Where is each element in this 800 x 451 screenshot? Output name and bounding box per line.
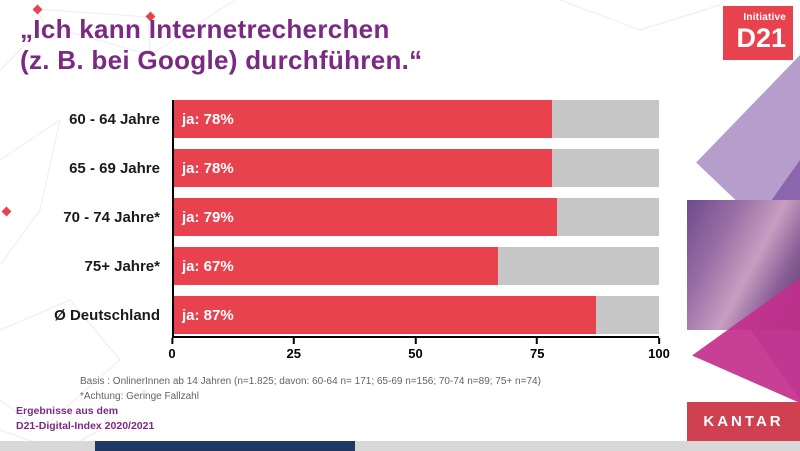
page-title: „Ich kann Internetrecherchen (z. B. bei … — [20, 14, 422, 75]
title-line-1: „Ich kann Internetrecherchen — [20, 14, 390, 44]
x-tick: 0 — [168, 338, 176, 361]
tick-mark — [657, 338, 660, 344]
title-line-2: (z. B. bei Google) durchführen.“ — [20, 44, 423, 75]
red-diamond-icon — [32, 4, 43, 15]
tick-mark — [292, 338, 295, 344]
logo-initiative-text: Initiative — [743, 12, 786, 23]
bar-chart: 60 - 64 Jahre ja: 78% 65 - 69 Jahre ja: 78%… — [12, 100, 670, 364]
bar-fill: ja: 79% — [172, 198, 557, 236]
bar-track: ja: 67% — [172, 247, 659, 285]
bar-value-label: ja: 78% — [182, 159, 234, 177]
source-line-1: Ergebnisse aus dem — [16, 405, 119, 417]
taskbar-fragment — [95, 441, 355, 451]
logo-d21-text: D21 — [736, 23, 786, 53]
footnote: Basis : OnlinerInnen ab 14 Jahren (n=1.8… — [80, 374, 541, 404]
initiative-d21-logo: Initiative D21 — [723, 6, 793, 60]
bar-track: ja: 78% — [172, 100, 659, 138]
tick-label: 100 — [648, 346, 670, 361]
x-tick: 25 — [287, 338, 301, 361]
category-label: 65 - 69 Jahre — [69, 159, 160, 177]
bar-track: ja: 87% — [172, 296, 659, 334]
y-axis-line — [172, 100, 174, 338]
window-edge-strip — [0, 441, 800, 451]
tick-label: 0 — [168, 346, 176, 361]
decorative-magenta-polygon — [692, 278, 800, 403]
category-label: 70 - 74 Jahre* — [63, 208, 160, 226]
kantar-logo-text: KANTAR — [703, 413, 784, 430]
category-label: 75+ Jahre* — [84, 257, 160, 275]
bar-fill: ja: 67% — [172, 247, 499, 285]
tick-mark — [170, 338, 173, 344]
category-label: Ø Deutschland — [54, 306, 160, 324]
x-tick: 50 — [408, 338, 423, 361]
decorative-photo — [687, 200, 800, 330]
red-diamond-icon — [1, 206, 12, 217]
tick-label: 50 — [408, 346, 423, 361]
x-ticks: 0 25 50 75 100 — [168, 338, 670, 364]
bar-fill: ja: 87% — [172, 296, 596, 334]
bar-value-label: ja: 78% — [182, 110, 234, 128]
bar-value-label: ja: 87% — [182, 306, 234, 324]
bar-track: ja: 79% — [172, 198, 659, 236]
decorative-purple-polygon — [696, 55, 800, 262]
source-line-2: D21-Digital-Index 2020/2021 — [16, 420, 155, 433]
tick-label: 25 — [286, 346, 301, 361]
bar-value-label: ja: 67% — [182, 257, 234, 275]
footnote-line-1: Basis : OnlinerInnen ab 14 Jahren (n=1.8… — [80, 376, 541, 387]
bar-fill: ja: 78% — [172, 100, 552, 138]
tick-mark — [414, 338, 417, 344]
x-tick: 75 — [530, 338, 544, 361]
tick-label: 75 — [530, 346, 545, 361]
source-note: Ergebnisse aus dem D21-Digital-Index 202… — [16, 404, 154, 434]
footnote-line-2: *Achtung: Geringe Fallzahl — [80, 391, 199, 402]
bar-value-label: ja: 79% — [182, 208, 234, 226]
category-label: 60 - 64 Jahre — [69, 110, 160, 128]
x-axis: 0 25 50 75 100 — [168, 336, 670, 364]
x-tick: 100 — [648, 338, 670, 361]
kantar-logo: KANTAR — [687, 402, 800, 441]
tick-mark — [536, 338, 539, 344]
decorative-dark-purple-polygon — [715, 160, 800, 400]
bar-track: ja: 78% — [172, 149, 659, 187]
bar-fill: ja: 78% — [172, 149, 552, 187]
chart-rows: 60 - 64 Jahre ja: 78% 65 - 69 Jahre ja: 78%… — [12, 100, 659, 334]
